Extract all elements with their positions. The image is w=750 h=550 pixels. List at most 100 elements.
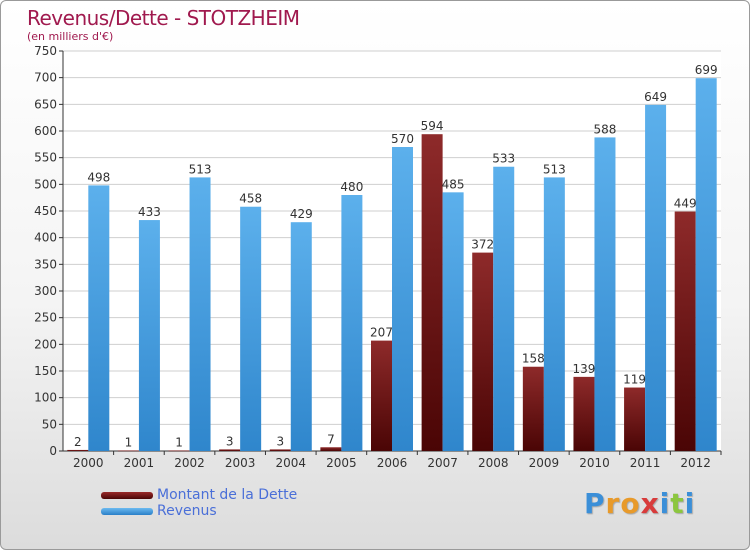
x-tick-label-2002: 2002	[174, 456, 205, 470]
y-tick-label: 500	[34, 177, 57, 191]
legend-label-revenus: Revenus	[157, 503, 217, 519]
x-tick-label-2000: 2000	[73, 456, 104, 470]
bar-dette-2003	[219, 449, 241, 451]
chart-title: Revenus/Dette - STOTZHEIM	[27, 6, 300, 30]
logo-letter: r	[605, 487, 621, 520]
y-tick-label: 450	[34, 204, 57, 218]
y-tick-label: 400	[34, 231, 57, 245]
bar-revenus-2004	[290, 222, 312, 451]
data-label-dette-2010: 139	[573, 362, 596, 376]
y-tick-label: 100	[34, 391, 57, 405]
data-label-revenus-2012: 699	[695, 63, 718, 77]
y-tick-label: 350	[34, 257, 57, 271]
y-tick-label: 750	[34, 44, 57, 58]
data-label-revenus-2008: 533	[492, 152, 515, 166]
bar-revenus-2011	[645, 104, 667, 451]
x-tick-label-2011: 2011	[630, 456, 661, 470]
proxiti-logo: Proxiti	[584, 487, 695, 520]
bar-dette-2001	[117, 450, 139, 452]
logo-letter: o	[620, 487, 641, 520]
data-label-dette-2009: 158	[522, 352, 545, 366]
legend-item-dette: Montant de la Dette	[101, 487, 297, 503]
y-tick-label: 600	[34, 124, 57, 138]
data-label-revenus-2005: 480	[340, 180, 363, 194]
y-tick-label: 250	[34, 311, 57, 325]
legend-item-revenus: Revenus	[101, 503, 297, 519]
bar-dette-2007	[421, 134, 443, 451]
data-label-dette-2000: 2	[74, 435, 82, 449]
y-tick-label: 150	[34, 364, 57, 378]
bar-dette-2002	[168, 450, 190, 452]
data-label-revenus-2002: 513	[189, 162, 212, 176]
bar-revenus-2008	[493, 166, 515, 451]
data-label-dette-2007: 594	[421, 119, 444, 133]
bar-dette-2012	[674, 211, 696, 451]
data-label-revenus-2006: 570	[391, 132, 414, 146]
x-tick-label-2003: 2003	[225, 456, 256, 470]
data-label-revenus-2004: 429	[290, 207, 313, 221]
y-tick-label: 550	[34, 151, 57, 165]
bar-revenus-2001	[138, 220, 160, 451]
data-label-revenus-2010: 588	[594, 122, 617, 136]
y-tick-label: 300	[34, 284, 57, 298]
data-label-dette-2011: 119	[623, 373, 646, 387]
legend: Montant de la Dette Revenus	[101, 487, 297, 519]
x-tick-label-2001: 2001	[124, 456, 155, 470]
data-label-revenus-2003: 458	[239, 192, 262, 206]
bar-dette-2005	[320, 447, 342, 451]
bar-dette-2000	[67, 449, 89, 451]
data-label-revenus-2007: 485	[442, 177, 465, 191]
bar-revenus-2006	[392, 147, 413, 451]
x-tick-label-2009: 2009	[529, 456, 560, 470]
y-tick-label: 50	[42, 417, 57, 431]
bar-dette-2011	[624, 387, 646, 451]
bar-revenus-2005	[341, 195, 363, 451]
x-tick-label-2008: 2008	[478, 456, 509, 470]
x-tick-label-2012: 2012	[680, 456, 711, 470]
bar-dette-2006	[371, 340, 392, 451]
bar-revenus-2012	[695, 78, 717, 451]
bar-revenus-2010	[594, 137, 616, 451]
bar-dette-2010	[573, 376, 595, 451]
bar-dette-2009	[522, 366, 544, 451]
logo-letter: i	[659, 487, 671, 520]
data-label-dette-2001: 1	[125, 435, 133, 449]
y-tick-label: 700	[34, 71, 57, 85]
data-label-dette-2003: 3	[226, 434, 234, 448]
x-tick-label-2004: 2004	[275, 456, 306, 470]
data-label-revenus-2000: 498	[87, 170, 110, 184]
data-label-revenus-2011: 649	[644, 90, 667, 104]
data-label-revenus-2001: 433	[138, 205, 161, 219]
data-label-dette-2006: 207	[370, 326, 393, 340]
bar-revenus-2002	[189, 177, 211, 451]
legend-swatch-revenus	[101, 507, 153, 515]
logo-letter: x	[640, 487, 660, 520]
data-label-dette-2008: 372	[471, 238, 494, 252]
y-tick-label: 200	[34, 337, 57, 351]
chart-subtitle: (en milliers d'€)	[27, 30, 114, 43]
x-tick-label-2007: 2007	[427, 456, 458, 470]
data-label-dette-2004: 3	[276, 434, 284, 448]
y-tick-label: 650	[34, 97, 57, 111]
bar-revenus-2007	[442, 192, 464, 452]
x-tick-label-2005: 2005	[326, 456, 357, 470]
y-tick-label: 0	[49, 444, 57, 458]
logo-letter: i	[684, 487, 696, 520]
bar-revenus-2009	[543, 177, 565, 451]
bar-revenus-2003	[240, 206, 262, 451]
x-tick-label-2006: 2006	[377, 456, 408, 470]
logo-letter: t	[670, 487, 685, 520]
data-label-dette-2005: 7	[327, 432, 335, 446]
x-tick-label-2010: 2010	[579, 456, 610, 470]
bar-revenus-2000	[88, 185, 110, 451]
legend-swatch-dette	[101, 491, 153, 499]
data-label-dette-2012: 449	[674, 197, 697, 211]
data-label-dette-2002: 1	[175, 435, 183, 449]
data-label-revenus-2009: 513	[543, 162, 566, 176]
legend-label-dette: Montant de la Dette	[157, 487, 298, 503]
logo-letter: P	[584, 487, 606, 520]
bar-dette-2008	[472, 252, 494, 451]
bar-dette-2004	[269, 449, 291, 451]
